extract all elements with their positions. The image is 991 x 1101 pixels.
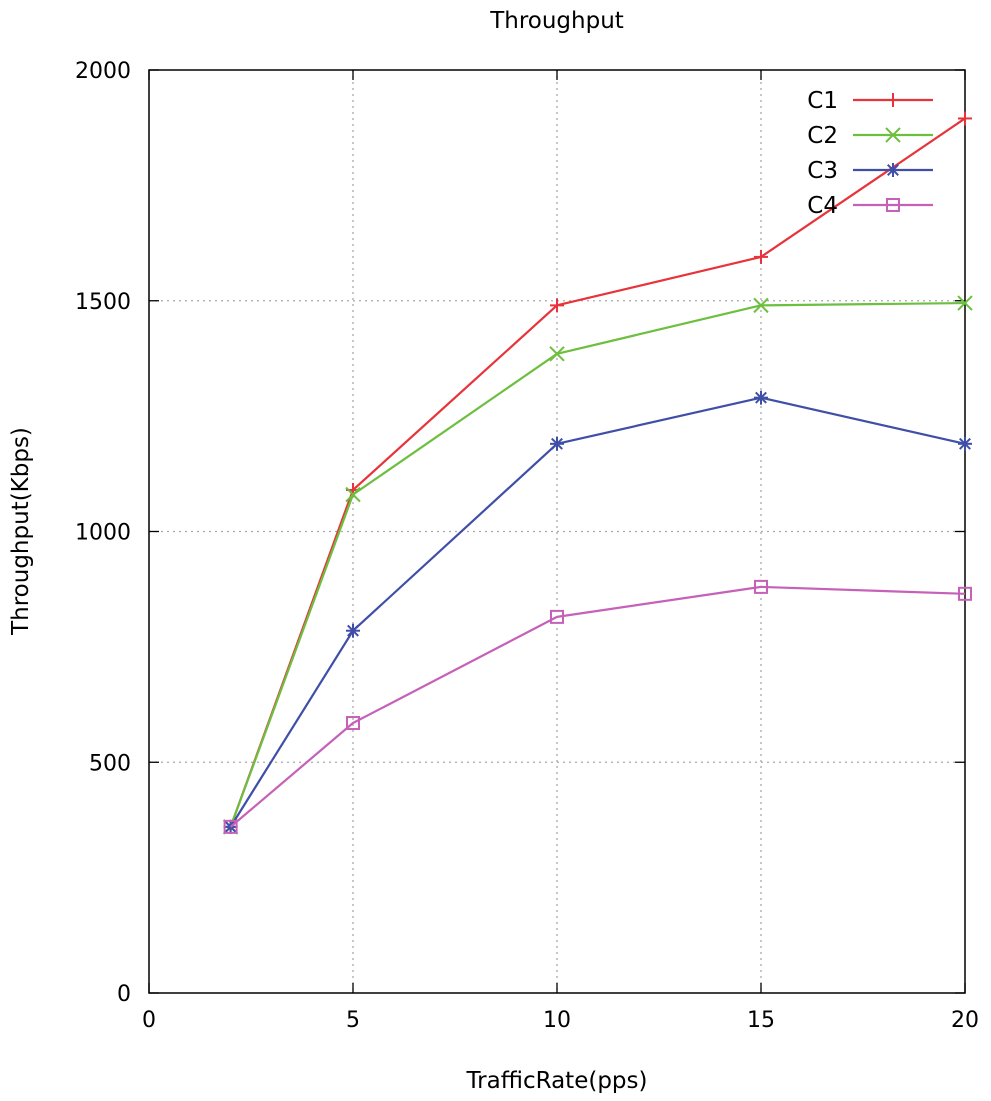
legend-marker <box>886 163 900 177</box>
data-point-c4 <box>958 586 972 601</box>
series-c4 <box>223 579 972 834</box>
y-axis-label: Throughput(Kbps) <box>8 427 34 636</box>
data-point-c4 <box>754 579 768 594</box>
data-point-c2 <box>957 295 973 311</box>
legend-item-c4: C4 <box>807 193 933 219</box>
y-tick-label: 500 <box>89 751 131 776</box>
legend: C1 C2 C3 C4 <box>807 88 933 219</box>
data-point-c3 <box>550 436 564 451</box>
data-point-c4 <box>346 716 360 731</box>
chart-title: Throughput <box>489 8 624 34</box>
y-tick-label: 2000 <box>75 59 131 84</box>
series-line-c1 <box>229 117 966 828</box>
series-line-c3 <box>229 396 966 828</box>
legend-item-c1: C1 <box>807 88 933 114</box>
legend-label: C1 <box>807 88 838 114</box>
data-point-c3 <box>346 623 360 638</box>
data-point-c2 <box>345 486 361 503</box>
legend-marker <box>886 93 900 107</box>
x-axis-label: TrafficRate(pps) <box>466 1068 648 1094</box>
data-point-c1 <box>958 111 972 126</box>
series-c1 <box>223 111 972 834</box>
x-tick-label: 10 <box>543 1008 571 1033</box>
series-layer <box>222 111 973 835</box>
x-tick-label: 0 <box>142 1008 156 1033</box>
series-c2 <box>222 295 973 835</box>
x-tick-label: 5 <box>346 1008 360 1033</box>
data-point-c2 <box>753 297 769 314</box>
series-line-c4 <box>229 585 966 828</box>
y-tick-label: 1500 <box>75 290 131 315</box>
data-point-c1 <box>754 249 768 264</box>
axis-ticks: 0 5 10 15 20 0 500 1000 1500 2000 <box>75 59 979 1033</box>
x-tick-label: 20 <box>951 1008 979 1033</box>
legend-item-c3: C3 <box>807 158 933 184</box>
legend-label: C2 <box>807 123 838 149</box>
series-line-c2 <box>229 301 966 828</box>
legend-label: C4 <box>807 193 838 219</box>
x-tick-label: 15 <box>747 1008 775 1033</box>
data-point-c3 <box>754 390 768 405</box>
data-point-c4 <box>223 819 238 834</box>
legend-marker <box>886 198 900 212</box>
data-point-c2 <box>549 346 565 362</box>
y-tick-label: 1000 <box>75 521 131 546</box>
data-point-c1 <box>550 298 564 313</box>
data-point-c4 <box>550 609 564 624</box>
series-c3 <box>223 390 972 834</box>
plot-frame <box>148 69 966 994</box>
y-tick-label: 0 <box>117 982 131 1007</box>
legend-marker <box>885 127 901 143</box>
legend-label: C3 <box>807 158 838 184</box>
grid-lines <box>149 70 965 993</box>
legend-item-c2: C2 <box>807 123 933 149</box>
data-point-c3 <box>958 436 972 451</box>
